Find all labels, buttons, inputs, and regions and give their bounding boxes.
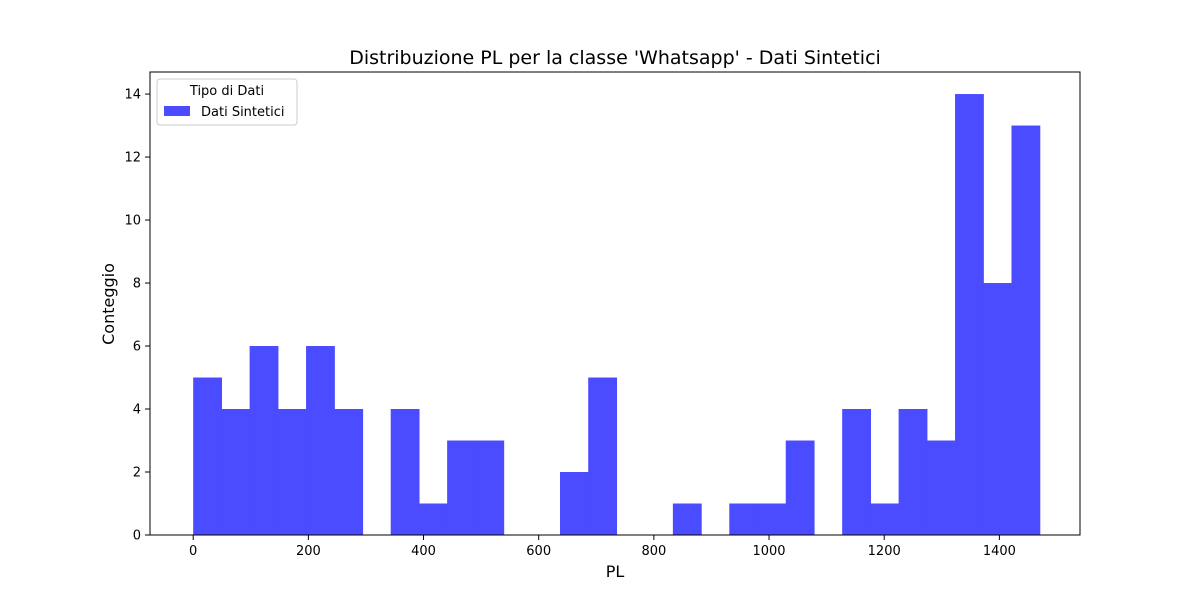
x-tick-label: 400 bbox=[411, 544, 436, 559]
x-tick-label: 800 bbox=[641, 544, 666, 559]
y-tick-label: 10 bbox=[124, 214, 141, 229]
histogram-bar bbox=[842, 409, 871, 535]
y-axis: 0 2 4 6 8 10 12 14 bbox=[124, 88, 150, 544]
histogram-bar bbox=[249, 346, 279, 535]
histogram-bar bbox=[390, 409, 420, 535]
histogram-bar bbox=[277, 409, 307, 535]
histogram-bar bbox=[306, 346, 335, 535]
x-tick-label: 1200 bbox=[868, 544, 901, 559]
histogram-bar bbox=[672, 503, 702, 535]
histogram-bar bbox=[870, 503, 900, 535]
histogram-bar bbox=[785, 440, 815, 535]
y-tick-label: 0 bbox=[133, 529, 141, 544]
x-tick-label: 1000 bbox=[752, 544, 785, 559]
legend-title: Tipo di Dati bbox=[189, 84, 264, 99]
x-axis: 0 200 400 600 800 1000 1200 1400 bbox=[189, 535, 1016, 559]
y-tick-label: 6 bbox=[133, 340, 141, 355]
bars-group bbox=[193, 94, 1041, 536]
histogram-bar bbox=[983, 283, 1013, 535]
x-tick-label: 1400 bbox=[983, 544, 1016, 559]
x-axis-label: PL bbox=[606, 562, 625, 581]
legend-swatch bbox=[164, 106, 190, 116]
histogram-bar bbox=[475, 440, 505, 535]
y-tick-label: 8 bbox=[133, 277, 141, 292]
histogram-bar bbox=[560, 472, 589, 535]
x-tick-label: 600 bbox=[526, 544, 551, 559]
histogram-bar bbox=[334, 409, 364, 535]
histogram-bar bbox=[193, 377, 223, 535]
y-tick-label: 4 bbox=[133, 403, 141, 418]
legend-entry-label: Dati Sintetici bbox=[201, 105, 284, 120]
y-tick-label: 2 bbox=[133, 466, 141, 481]
histogram-bar bbox=[221, 409, 251, 535]
histogram-bar bbox=[757, 503, 787, 535]
legend: Tipo di Dati Dati Sintetici bbox=[156, 78, 298, 126]
x-tick-label: 200 bbox=[296, 544, 321, 559]
histogram-bar bbox=[447, 440, 476, 535]
histogram-bar bbox=[1011, 125, 1041, 535]
histogram-bar bbox=[588, 377, 618, 535]
y-tick-label: 12 bbox=[124, 151, 141, 166]
histogram-bar bbox=[898, 409, 928, 535]
y-axis-label: Conteggio bbox=[99, 263, 118, 345]
chart-title: Distribuzione PL per la classe 'Whatsapp… bbox=[349, 47, 881, 69]
legend-box bbox=[156, 78, 298, 126]
y-tick-label: 14 bbox=[124, 88, 141, 103]
histogram-bar bbox=[926, 440, 956, 535]
plot-frame bbox=[149, 71, 1081, 536]
histogram-bar bbox=[729, 503, 759, 535]
histogram-bar bbox=[955, 94, 984, 536]
x-tick-label: 0 bbox=[189, 544, 197, 559]
histogram-bar bbox=[418, 503, 448, 535]
